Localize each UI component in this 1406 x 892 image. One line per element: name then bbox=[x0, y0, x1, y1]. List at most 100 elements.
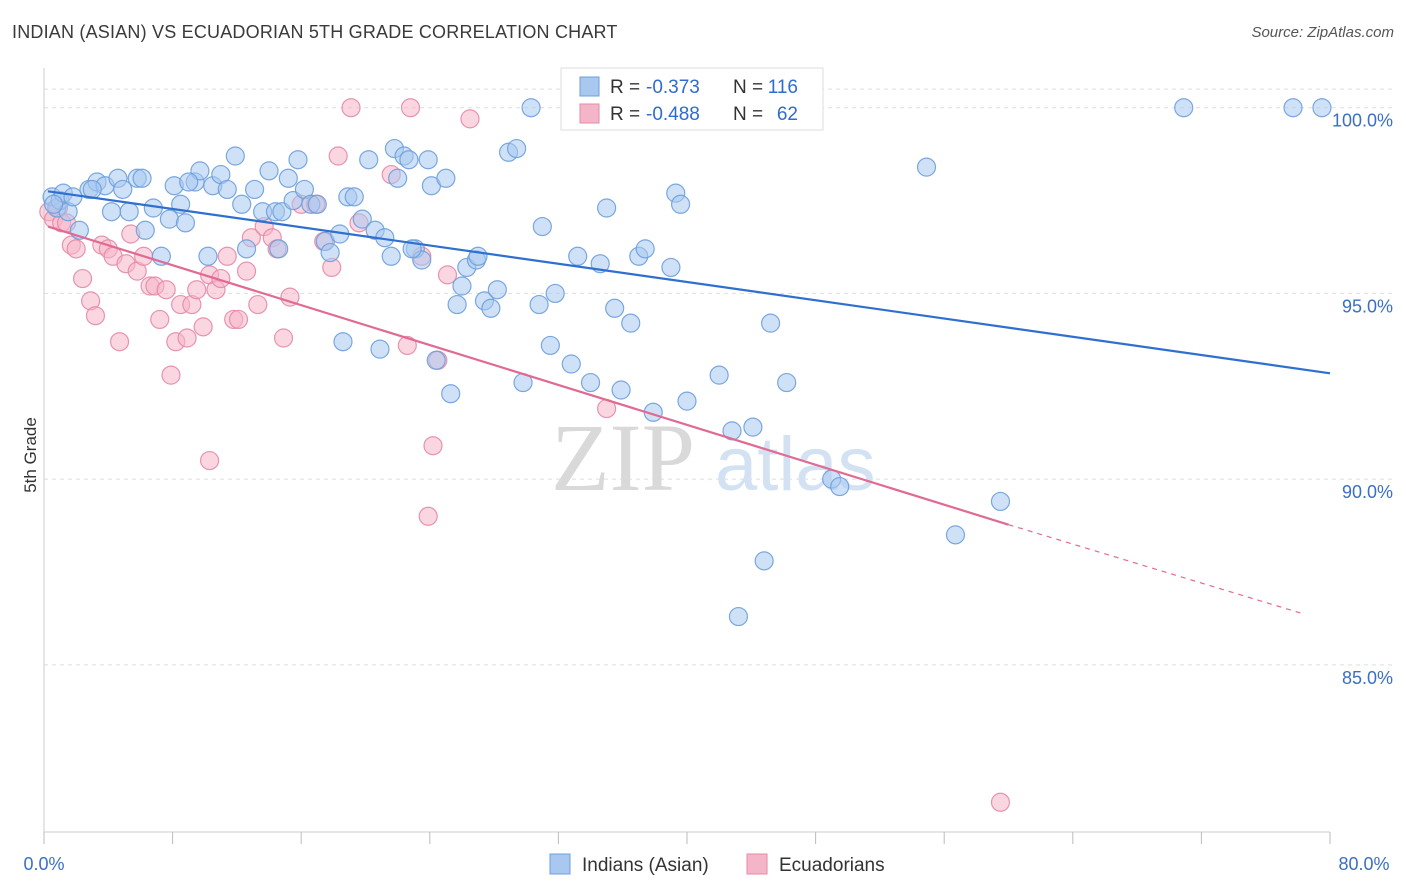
indian-asian-point bbox=[344, 187, 364, 207]
indian-asian-point bbox=[198, 246, 218, 266]
indian-asian-point bbox=[743, 417, 763, 437]
indian-asian-point bbox=[507, 138, 527, 159]
indian-asian-point bbox=[1174, 98, 1194, 118]
ecuadorian-point bbox=[248, 294, 268, 315]
indian-asian-point bbox=[677, 391, 697, 411]
indian-asian-point bbox=[307, 194, 327, 214]
indian-asian-point bbox=[381, 246, 401, 266]
indian-asian-point bbox=[605, 298, 625, 318]
indian-asian-point bbox=[521, 98, 541, 118]
indian-asian-point bbox=[436, 168, 456, 188]
y-axis-title: 5th Grade bbox=[21, 417, 40, 493]
legend-pink-r-label: R = bbox=[610, 104, 640, 125]
y-tick-label: 90.0% bbox=[1342, 482, 1393, 502]
indian-asian-point bbox=[468, 246, 488, 266]
indian-asian-point bbox=[359, 150, 379, 170]
y-tick-label: 100.0% bbox=[1332, 111, 1393, 131]
indian-asian-point bbox=[945, 525, 966, 545]
watermark-zip: ZIP bbox=[551, 404, 695, 511]
legend-blue-n-value: 116 bbox=[768, 77, 798, 98]
indian-asian-point bbox=[159, 209, 179, 229]
legend-pink-n-label: N = bbox=[733, 104, 763, 125]
indian-asian-point bbox=[635, 239, 655, 259]
ecuadorian-point bbox=[423, 436, 443, 456]
trend-lines bbox=[47, 190, 1331, 615]
x-tick-label: 80.0% bbox=[1338, 854, 1389, 874]
bottom-legend-pink-swatch bbox=[746, 853, 768, 875]
ecuadorian-point bbox=[418, 506, 438, 526]
ecuadorian-point bbox=[236, 261, 257, 281]
legend-pink-r-value: -0.488 bbox=[646, 104, 700, 125]
indian-asian-point bbox=[990, 491, 1011, 512]
legend-pink-swatch bbox=[579, 103, 600, 124]
source-label: Source: ZipAtlas.com bbox=[1251, 24, 1394, 41]
bottom-legend-blue-label: Indians (Asian) bbox=[582, 855, 709, 876]
ecuadorian-point bbox=[177, 328, 197, 348]
indian-asian-point bbox=[754, 551, 774, 571]
ecuadorian-point bbox=[211, 268, 231, 289]
indian-asian-point bbox=[132, 168, 152, 188]
indian-asian-point bbox=[217, 179, 237, 200]
indian-asian-point bbox=[760, 313, 781, 333]
ecuadorian-point bbox=[193, 317, 213, 337]
indian-asian-point bbox=[709, 365, 729, 385]
indian-asian-point bbox=[232, 194, 252, 214]
indian-asian-point bbox=[278, 168, 298, 188]
indian-asian-point bbox=[119, 202, 139, 222]
indian-asian-point bbox=[545, 283, 565, 304]
indian-asian-point bbox=[135, 220, 155, 240]
ecuadorian-point bbox=[109, 332, 130, 352]
indian-asian-point bbox=[426, 350, 446, 370]
tick-labels: 85.0% 90.0% 95.0% 100.0% 0.0% 80.0% bbox=[23, 111, 1393, 874]
chart-title: INDIAN (ASIAN) VS ECUADORIAN 5TH GRADE C… bbox=[12, 22, 618, 42]
indian-asian-point bbox=[388, 168, 408, 188]
indian-asian-point bbox=[580, 372, 601, 393]
indian-asian-point bbox=[597, 198, 617, 218]
indian-asian-point bbox=[418, 150, 438, 170]
indian-asian-point bbox=[532, 216, 552, 237]
ecuadorian-point bbox=[280, 287, 300, 307]
indian-asian-point bbox=[568, 246, 588, 266]
ecuadorian-point bbox=[199, 450, 220, 471]
indian-asian-point bbox=[447, 294, 467, 315]
legend-blue-swatch bbox=[579, 76, 600, 97]
ecuadorian-point bbox=[400, 98, 421, 118]
y-tick-label: 95.0% bbox=[1342, 296, 1393, 316]
indian-asian-point bbox=[179, 172, 199, 192]
indian-asian-point bbox=[540, 335, 560, 356]
indian-asian-point bbox=[621, 313, 641, 333]
ecuadorian-point bbox=[66, 239, 86, 259]
watermark-atlas: atlas bbox=[715, 422, 876, 507]
indian-asian-point bbox=[1283, 98, 1303, 118]
ecuadorians-trend-line-extension bbox=[1008, 524, 1305, 615]
series-legend: Indians (Asian) Ecuadorians bbox=[549, 853, 885, 876]
indian-asian-point bbox=[1312, 98, 1332, 118]
indian-asian-point bbox=[259, 161, 279, 181]
indian-asian-point bbox=[225, 146, 245, 166]
ecuadorian-point bbox=[156, 280, 176, 300]
indian-asian-point bbox=[487, 280, 507, 300]
ecuadorian-point bbox=[990, 792, 1011, 812]
indian-asian-point bbox=[452, 276, 472, 296]
ecuadorian-point bbox=[328, 146, 348, 166]
ecuadorian-point bbox=[437, 265, 458, 285]
ecuadorian-point bbox=[460, 109, 480, 129]
indian-asian-point bbox=[661, 257, 681, 278]
indian-asian-point bbox=[63, 187, 83, 207]
legend-pink-n-value: 62 bbox=[777, 104, 798, 125]
y-tick-label: 85.0% bbox=[1342, 668, 1393, 688]
indian-asian-point bbox=[320, 242, 340, 263]
stats-legend: R = -0.373 N = 116 R = -0.488 N = 62 bbox=[560, 67, 824, 131]
indians-asian-trend-line bbox=[47, 190, 1331, 375]
x-tick-label: 0.0% bbox=[23, 854, 64, 874]
indian-asian-point bbox=[101, 202, 122, 222]
indian-asian-point bbox=[916, 157, 937, 177]
ecuadorian-point bbox=[397, 335, 417, 356]
indian-asian-point bbox=[244, 179, 265, 200]
indian-asian-point bbox=[352, 209, 372, 229]
ecuadorian-point bbox=[341, 98, 361, 118]
indian-asian-point bbox=[481, 298, 501, 318]
indian-asian-point bbox=[269, 239, 289, 259]
indian-asian-point bbox=[370, 339, 390, 359]
